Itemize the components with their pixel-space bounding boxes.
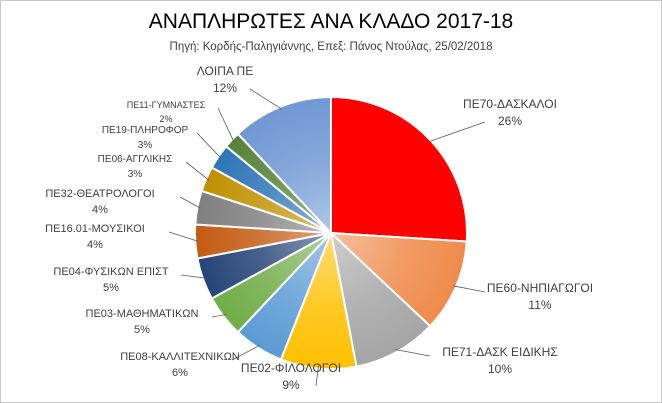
- leader-line: [427, 121, 486, 143]
- slice-category-label: ΠΕ02-ΦΙΛΟΛΟΓΟΙ: [241, 361, 341, 375]
- chart-subtitle: Πηγή: Κορδής-Παληγιάννης, Επεξ: Πάνος Ντ…: [169, 41, 493, 53]
- slice-category-label: ΠΕ16.01-ΜΟΥΣΙΚΟΙ: [45, 223, 145, 235]
- leader-line: [211, 314, 226, 318]
- leader-line: [196, 132, 222, 159]
- slice-percent-label: 5%: [134, 324, 150, 336]
- slice-percent-label: 3%: [138, 140, 153, 151]
- slice-percent-label: 4%: [92, 204, 108, 216]
- slice-percent-label: 4%: [87, 239, 103, 251]
- pie-slice: [330, 95, 468, 243]
- slice-category-label: ΛΟΙΠΑ ΠΕ: [197, 64, 253, 78]
- slice-labels: ΠΕ70-ΔΑΣΚΑΛΟΙ 26% ΠΕ60-ΝΗΠΙΑΓΩΓΟΙ 11% ΠΕ71-Δ…: [45, 64, 593, 392]
- leader-line: [180, 274, 206, 279]
- pie-slice: [329, 230, 432, 368]
- pie-slice: [328, 231, 468, 328]
- slice-percent-label: 3%: [128, 169, 143, 180]
- pie-slices: [194, 95, 468, 370]
- leader-line: [315, 365, 319, 387]
- slice-category-label: ΠΕ04-ΦΥΣΙΚΩΝ ΕΠΙΣΤ: [53, 266, 168, 278]
- leader-lines: [168, 88, 486, 387]
- leader-line: [395, 349, 431, 357]
- leader-line: [453, 285, 486, 293]
- leader-line: [217, 107, 235, 143]
- slice-percent-label: 10%: [488, 362, 512, 376]
- slice-category-label: ΠΕ70-ΔΑΣΚΑΛΟΙ: [463, 97, 557, 111]
- leader-line: [231, 344, 260, 361]
- leader-line: [168, 231, 199, 242]
- slice-percent-label: 2%: [159, 114, 172, 124]
- slice-percent-label: 5%: [103, 282, 119, 294]
- leader-line: [179, 196, 201, 209]
- slice-category-label: ΠΕ11-ΓΥΜΝΑΣΤΕΣ: [127, 100, 206, 110]
- slice-category-label: ΠΕ06-ΑΓΓΛΙΚΗΣ: [98, 154, 173, 165]
- slice-percent-label: 12%: [213, 81, 237, 95]
- slice-category-label: ΠΕ32-ΘΕΑΤΡΟΛΟΓΟΙ: [45, 188, 154, 200]
- slice-category-label: ΠΕ71-ΔΑΣΚ ΕΙΔΙΚΗΣ: [442, 345, 558, 359]
- slice-percent-label: 11%: [528, 298, 551, 312]
- slice-percent-label: 9%: [282, 378, 300, 392]
- slice-percent-label: 26%: [498, 114, 522, 128]
- leader-line: [185, 161, 210, 181]
- slice-category-label: ΠΕ19-ΠΛΗΡΟΦΟΡ: [102, 125, 189, 136]
- chart-title: ΑΝΑΠΛΗΡΩΤΕΣ ΑΝΑ ΚΛΑΔΟ 2017-18: [148, 10, 514, 33]
- slice-category-label: ΠΕ03-ΜΑΘΗΜΑΤΙΚΩΝ: [86, 308, 199, 320]
- pie-slice: [236, 95, 332, 236]
- slice-category-label: ΠΕ08-ΚΑΛΛΙΤΕΧΝΙΚΩΝ: [120, 351, 240, 363]
- slice-category-label: ΠΕ60-ΝΗΠΙΑΓΩΓΟΙ: [487, 281, 593, 295]
- slice-percent-label: 6%: [172, 367, 188, 379]
- leader-line: [249, 88, 283, 110]
